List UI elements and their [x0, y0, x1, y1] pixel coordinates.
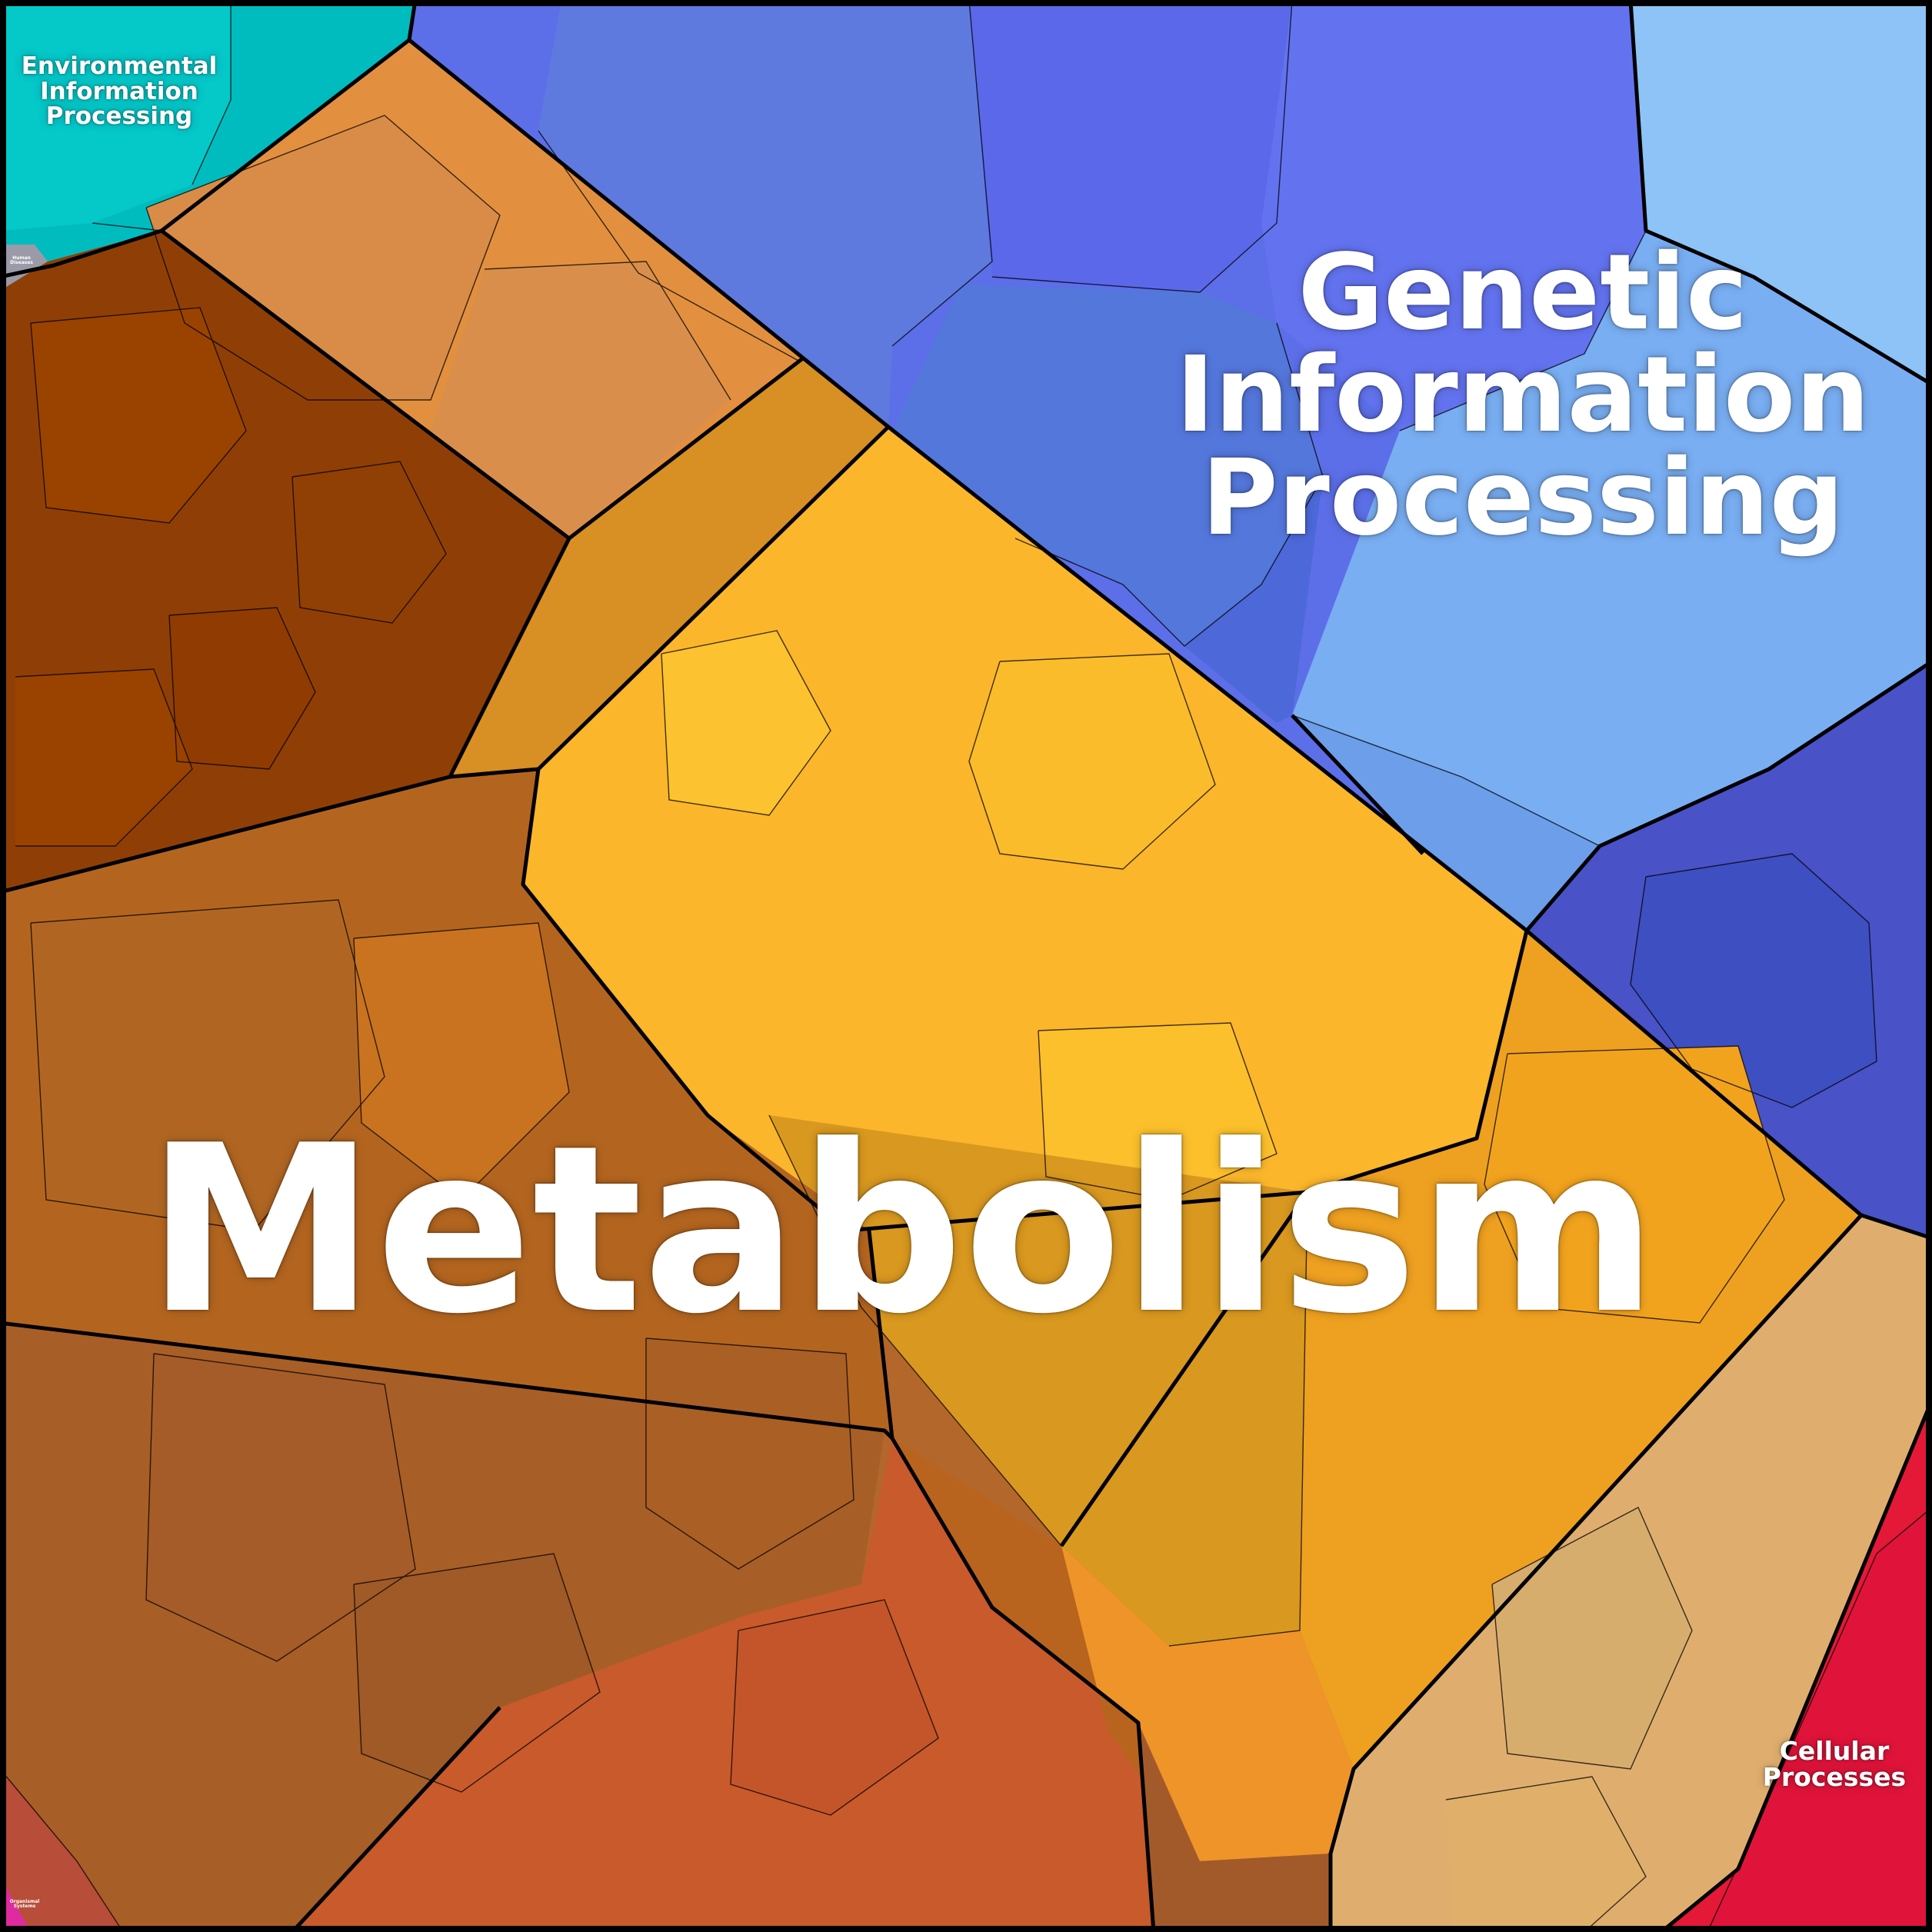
cell-genetic-light-3[interactable]: [1292, 715, 1600, 931]
cell-genetic-dark-2[interactable]: [1631, 854, 1877, 1108]
cell-metabolism-brown-9[interactable]: [1138, 1723, 1331, 1932]
cell-genetic-2[interactable]: [969, 0, 1292, 292]
cell-metabolism-dark-brown-3[interactable]: [292, 461, 446, 623]
cell-metabolism-yellow-4[interactable]: [1038, 1023, 1277, 1200]
cell-genetic-3[interactable]: [1261, 0, 1646, 431]
cell-organismal-systems[interactable]: [0, 1877, 31, 1932]
cell-metabolism-yellow-3[interactable]: [969, 654, 1215, 869]
cell-metabolism-brown-7[interactable]: [646, 1338, 854, 1569]
cell-metabolism-brown-3[interactable]: [354, 923, 569, 1200]
cell-human-diseases[interactable]: [0, 245, 48, 291]
cell-genetic-light-1[interactable]: [1631, 0, 1932, 385]
cell-metabolism-yellow-2[interactable]: [661, 631, 831, 815]
cell-metabolism-red[interactable]: [292, 1438, 1154, 1932]
cell-metabolism-amber-3[interactable]: [769, 1115, 1307, 1646]
cell-metabolism-brown-2[interactable]: [31, 900, 385, 1231]
cell-metabolism-dark-brown-4[interactable]: [169, 608, 315, 769]
cell-genetic-1[interactable]: [538, 0, 992, 427]
cell-genetic-4[interactable]: [892, 285, 1323, 646]
cell-organismal-red[interactable]: [0, 1769, 123, 1932]
cell-metabolism-orange-light[interactable]: [1061, 1546, 1354, 1861]
cell-metabolism-red-2[interactable]: [731, 1600, 938, 1815]
cell-cellular-processes-2[interactable]: [1707, 1507, 1932, 1932]
cell-genetic-light-2[interactable]: [1292, 231, 1932, 846]
cell-metabolism-amber-4[interactable]: [1484, 1046, 1784, 1323]
cell-metabolism-tan-2[interactable]: [1492, 1507, 1692, 1769]
cell-metabolism-tan-3[interactable]: [1446, 1777, 1646, 1932]
cell-metabolism-brown-8[interactable]: [892, 1438, 1331, 1932]
cell-metabolism-amber-1[interactable]: [450, 358, 888, 777]
cell-metabolism-dark-brown-5[interactable]: [15, 669, 192, 846]
cell-environmental-sub[interactable]: [0, 0, 231, 231]
cell-metabolism-brown-5[interactable]: [146, 1354, 415, 1661]
cell-metabolism-dark-brown-2[interactable]: [31, 308, 246, 523]
cell-metabolism-orange-3[interactable]: [431, 261, 731, 538]
